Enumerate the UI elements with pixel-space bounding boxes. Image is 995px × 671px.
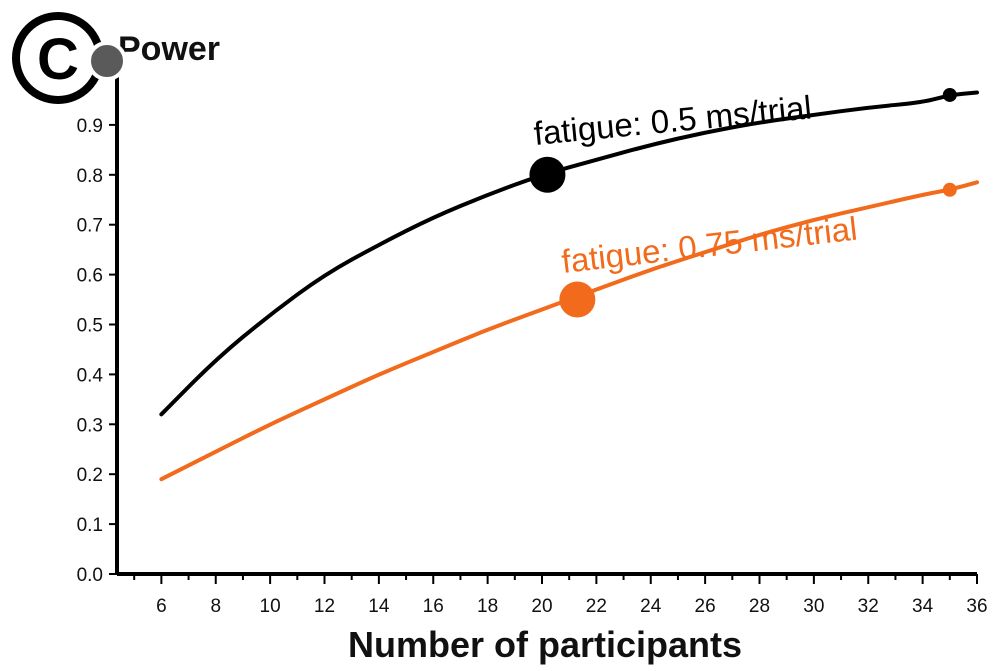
x-tick-label: 36 [966,596,987,617]
y-tick-label: 0.7 [77,216,103,237]
series-1-small-marker [942,87,957,102]
x-tick-label: 32 [858,596,879,617]
series-2-small-marker [942,182,957,197]
x-tick-label: 12 [314,596,335,617]
x-tick-label: 24 [640,596,662,617]
x-tick-label: 6 [156,596,167,617]
x-tick-label: 26 [695,596,716,617]
panel-letter: C [37,27,79,92]
y-tick-label: 0.6 [77,266,103,287]
y-tick-label: 0.9 [77,116,103,137]
x-tick-label: 34 [912,596,934,617]
x-tick-label: 10 [260,596,281,617]
x-tick-label: 16 [423,596,444,617]
x-tick-label: 30 [803,596,824,617]
x-tick-label: 28 [749,596,770,617]
panel-badge-inner-circle [20,20,96,96]
x-tick-label: 22 [586,596,607,617]
x-tick-label: 14 [368,596,390,617]
y-tick-label: 0.2 [77,465,103,486]
y-tick-label: 0.3 [77,415,103,436]
y-tick-label: 0.1 [77,515,103,536]
y-tick-label: 0.5 [77,316,103,337]
axis-top-dot [87,41,127,81]
x-tick-label: 20 [531,596,552,617]
series-1-large-marker [529,156,566,193]
series-1-label: fatigue: 0.5 ms/trial [532,88,813,152]
series-line-1 [159,90,979,417]
y-axis-title: Power [118,30,220,68]
x-tick-label: 8 [210,596,221,617]
series-2-label: fatigue: 0.75 ms/trial [560,210,859,280]
panel-label-badge: C [12,12,104,104]
y-tick-label: 0.0 [77,565,103,586]
series-2-large-marker [559,281,596,318]
x-tick-label: 18 [477,596,498,617]
y-tick-label: 0.4 [77,365,104,386]
y-tick-label: 0.8 [77,166,103,187]
x-axis-title: Number of participants [348,624,742,665]
